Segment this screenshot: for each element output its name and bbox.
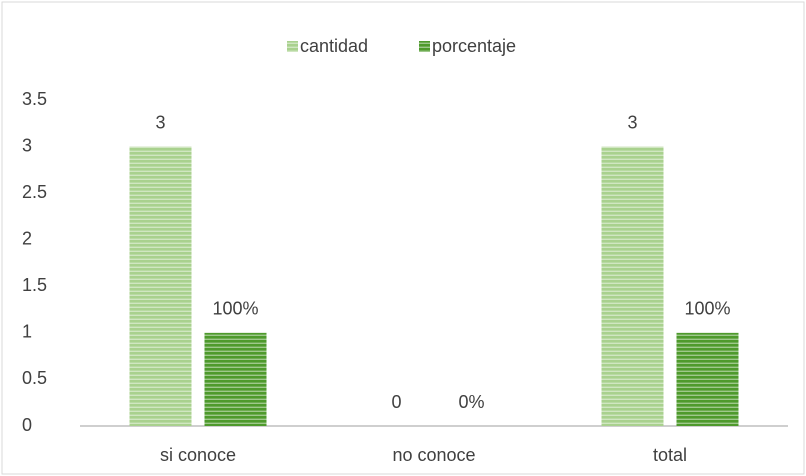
y-tick-label: 1	[22, 322, 32, 342]
data-label: 0	[391, 392, 401, 412]
y-tick-label: 2.5	[22, 182, 47, 202]
bar	[676, 332, 739, 426]
data-label: 3	[627, 112, 637, 132]
legend-label: cantidad	[300, 36, 368, 56]
y-tick-label: 0	[22, 415, 32, 435]
x-tick-label: no conoce	[392, 445, 475, 465]
x-tick-label: total	[653, 445, 687, 465]
bar	[601, 146, 664, 427]
legend-swatch	[287, 41, 298, 52]
legend-label: porcentaje	[432, 36, 516, 56]
bar	[129, 146, 192, 427]
data-label: 0%	[458, 392, 484, 412]
y-tick-label: 3	[22, 135, 32, 155]
y-tick-label: 1.5	[22, 275, 47, 295]
y-tick-label: 3.5	[22, 89, 47, 109]
y-tick-label: 2	[22, 228, 32, 248]
y-tick-label: 0.5	[22, 368, 47, 388]
data-label: 100%	[212, 299, 258, 319]
data-label: 100%	[684, 299, 730, 319]
x-tick-label: si conoce	[160, 445, 236, 465]
bar	[204, 332, 267, 426]
data-label: 3	[155, 112, 165, 132]
legend-swatch	[419, 41, 430, 52]
